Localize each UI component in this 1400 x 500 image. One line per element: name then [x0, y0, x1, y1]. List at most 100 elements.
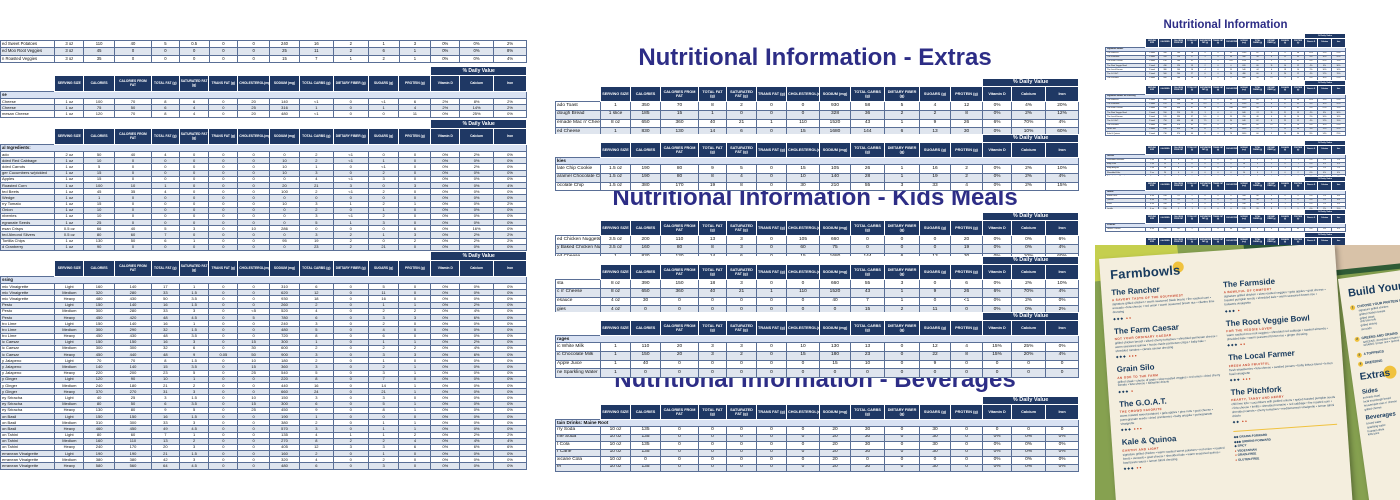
- nutrition-table-mini-b: % Daily Value SERVING SIZE CALORIES CALORIE…: [1104, 80, 1347, 137]
- table-row: Pesto Medium 300 280 33 3 0 <5 520 4 0 2 2 0% 4% 0%: [0, 307, 527, 315]
- table-row: me Soda 10 oz 135 0 0 0 0 0 20 30 0 30 0 0% 0% 0%: [555, 433, 1080, 442]
- table-row: aramel Chocolate Chunk1.5 oz190808401014…: [555, 172, 1080, 183]
- table-row: % Daily Value: [556, 78, 1080, 87]
- sides-block: Sides avocado toast local sourdough bread…: [1361, 382, 1400, 437]
- table-row: ed Moo Root Veggies 3 oz 45 0 0 0 0 0 25 11 2 6 1 0% 0…: [0, 47, 527, 56]
- table-row: ne Sparkling Water 1 0 0 0 0 0 0 0 0 0 0 0 0 0 0: [555, 368, 1080, 379]
- table-row: esan Crisps 0.5 oz 66 40 5 3 0 10 286 0 0 0 6 0% 16% 0%: [0, 225, 527, 233]
- brand-logo: Farmbowls: [1110, 261, 1185, 282]
- table-row: ger Cucumbers w/pickled 1 oz 15 0 0 0 0 0 10 3 0 2 0…: [0, 169, 527, 177]
- table-row: ocolate Chip 1.5 oz 380 170 19 8 0 30 210 55 3 33 4 0…: [555, 181, 1080, 192]
- extras-title: Nutritional Information - Extras: [638, 44, 992, 71]
- table-row: tain Drinks: Maine Root: [554, 419, 1080, 427]
- menu-item: The Pitchfork HEARTY, TANGY AND HERBY ch…: [1230, 382, 1336, 424]
- table-row: ic Caesar Heavy 450 440 48 9 0.05 50 900 3 0 3 3 0% 6%…: [0, 351, 527, 359]
- table-row: ado Toast 1 350 70 8 2 0 0 930 58 5 4 12 0% 4% 20%: [555, 101, 1080, 111]
- table-row: The Rancher 1 bowl 540 160 18 4 0 95 1240 62 9 8 38 1…: [1105, 50, 1347, 56]
- table-row: dded Red Cabbage 1 oz 10 0 0 0 0 0 10 2 <1 1 0 0% 0% 0%: [0, 157, 527, 165]
- table-row: er 10 oz 135 0 0 0 0 0 20 30 0 30 0 0% 0% 0%: [555, 463, 1080, 472]
- table-row: The Local Farmer 1 bowl 380 140 16 4 0 25 540 44 6…: [1105, 67, 1347, 73]
- step-number-icon: 2: [1354, 336, 1360, 342]
- table-row: SERVING SIZE CALORIES CALORIES FROM FAT TOT…: [0, 260, 527, 277]
- table-row: erranean Vinaigrette Light 190 190 21 1.5 0 0 16…: [0, 450, 527, 458]
- mini-title: Nutritional Information: [1163, 19, 1288, 31]
- table-row: % Daily Value: [1, 119, 527, 129]
- table-row: % Daily Value: [556, 396, 1080, 405]
- nutrition-table-extras-main: % Daily Value SERVING SIZE CALORIES CALORIE…: [555, 78, 1080, 138]
- menu-photo: Farmbowls The Rancher A SAVORY TASTE OF …: [1095, 245, 1400, 500]
- table-row: Apple Juice 1 40 0 0 0 0 0 15 10 0 9 0 0 0 0: [555, 359, 1080, 370]
- table-row: ic White Milk 1 110 20 3 3 0 10 130 13 0 12 4 15% 25% 0…: [555, 342, 1080, 352]
- diet-legend: ◆◆ GRAINS-FORWARD ◆◆◆ GREENS-FORWARD ◆ SPI…: [1233, 424, 1340, 463]
- table-row: xicane Cola 10 oz 0 0 0 0 0 0 20 0 0 0 0 0% 0% 0%: [555, 456, 1080, 465]
- table-row: sta 8 oz 390 150 18 3 0 0 660 55 3 0 6 0% 2% 10%: [555, 279, 1080, 289]
- table-row: ed Sweet Potatoes 3 oz 110 40 5 0.5 0 0 240 16 2 1 3…: [0, 39, 527, 49]
- table-row: t Cola 10 oz 135 0 0 0 0 0 20 30 0 30 0 0% 0% 0%: [555, 441, 1080, 450]
- menu-item: The G.O.A.T. THE CROWD FAVORITE warm roa…: [1119, 393, 1225, 432]
- table-row: % Daily Value: [1, 66, 527, 76]
- menu-item: The Farmside A BOWLFUL OF COMFORT signat…: [1223, 274, 1329, 313]
- menu-column-right: The Farmside A BOWLFUL OF COMFORT signat…: [1223, 274, 1340, 470]
- table-row: ed Chicken Nuggets 3.5 oz 200 110 13 3 0 105 660…: [555, 235, 1080, 245]
- table-row: rry Tomato 1 oz 15 0 0 0 0 0 10 3 1 2 1 0% 0% 2%: [0, 200, 527, 208]
- table-row: al Ingredients:: [0, 144, 527, 152]
- table-row: erranean Vinaigrette Heavy 580 560 64 4.5 0 0 48…: [0, 462, 527, 470]
- table-row: SERVING SIZE CALORIES CALORIES FROM FAT TOT…: [1105, 144, 1347, 155]
- table-row: % Daily Value: [1, 251, 527, 261]
- table-row: SERVING SIZE CALORIES CALORIES FROM FAT TOT…: [555, 86, 1080, 102]
- table-row: ssing: [0, 276, 527, 284]
- table-row: % Daily Value: [556, 134, 1080, 143]
- menu-item: Grain Silo AN ODE TO THE FARM grilled st…: [1116, 359, 1223, 394]
- table-row: Pesto Light 150 140 16 1.5 0 0 260 2 0 1 1 0% 2% 0%: [0, 301, 527, 309]
- table-row: egranate Seeds 1 oz 25 0 0 0 0 0 0 5 1 3 0 0% 0% 0%: [0, 219, 527, 227]
- table-row: se: [0, 91, 527, 99]
- table-row: ted Almond Slivers 0.5 oz 80 60 7 0 0 0 0 3 2 1 3 0% 2…: [0, 231, 527, 239]
- table-row: SERVING SIZE CALORIES CALORIES FROM FAT TOT…: [555, 142, 1080, 158]
- table-row: dough Bread 1 slice 185 15 1 0 0 0 328 36 2 2 8 0% 2% 1…: [555, 109, 1080, 120]
- table-row: late Chip Cookie 1.5 oz 190 80 9 5 0 15 105 26 1 16…: [555, 164, 1080, 174]
- table-row: SERVING SIZE CALORIES CALORIES FROM FAT TOT…: [1105, 213, 1347, 224]
- table-row: SERVING SIZE CALORIES CALORIES FROM FAT TOT…: [0, 75, 527, 92]
- table-row: SERVING SIZE CALORIES CALORIES FROM FAT TOT…: [555, 264, 1080, 280]
- nutrition-table-kids-bev: % Daily Value SERVING SIZE CALORIES CALORIE…: [554, 312, 1080, 379]
- table-row: c n' Cheese 8 oz 650 360 40 21 1 110 1520 43 1 9 26 6…: [555, 287, 1080, 298]
- table-row: Grain Silo 1 bowl 810 420 46 11 0 85 1390 70 7 15 36…: [1105, 126, 1347, 133]
- table-row: esauce 4 oz 30 0 0 0 0 0 40 7 1 0 <1 0% 2% 0%: [555, 296, 1080, 307]
- table-row: y Ginger Heavy 370 270 31 3 0 0 660 24 0 21 1 0% 0% 0%: [0, 388, 527, 396]
- menu-item: The Local Farmer FRESH AND FRUITFUL fres…: [1228, 347, 1334, 382]
- build-your-own-heading: Build Your Own: [1347, 276, 1400, 300]
- table-row: mesan Cheese 1 oz 120 70 8 4 0 20 480 <1 0 0 11 0% 25%…: [0, 110, 527, 118]
- table-row: Shredded Kale 2 oz 20 0 0 0 0 0 10 4 2 0 2 0% 4% 4%: [1105, 170, 1347, 176]
- table-row: Apples 1 oz 15 0 0 0 0 0 0 4 <1 3 0 0% 0% 0%: [0, 175, 527, 183]
- table-row: Kale & Quinoa 1 bowl 730 370 40 8 0 70 1090 60 9 14…: [1105, 130, 1347, 137]
- sides-list: avocado toast local sourdough bread housem…: [1363, 392, 1398, 412]
- table-row: on Tahini Medium 160 110 13 2 0 0 270 8 2 2 4 0% 4% 4%: [0, 437, 527, 445]
- menu-item: The Root Veggie Bowl FOR THE VEGGIE LOVE…: [1225, 313, 1332, 347]
- menu-item: The Rancher A SAVORY TASTE OF THE SOUTHW…: [1111, 282, 1217, 321]
- table-row: % Daily Value: [556, 312, 1080, 321]
- extras-heading: Extras: [1359, 365, 1397, 383]
- nutrition-table-beverages: % Daily Value SERVING SIZE CALORIES CALORIE…: [554, 396, 1080, 472]
- table-row: SERVING SIZE CALORIES CALORIES FROM FAT TOT…: [0, 128, 527, 145]
- nutrition-table-left-ingredients: % Daily Value SERVING SIZE CALORIES CALORIE…: [0, 119, 527, 264]
- table-row: SERVING SIZE CALORIES CALORIES FROM FAT TOT…: [1105, 37, 1347, 48]
- table-row: on Basil Medium 310 300 33 3 0 0 380 2 0 1 1 0% 0% 0%: [0, 419, 527, 427]
- menu-left-page: Farmbowls The Rancher A SAVORY TASTE OF …: [1099, 245, 1353, 500]
- nutrition-table-left-intro: ed Sweet Potatoes 3 oz 110 40 5 0.5 0 0 240 16 2 1 3…: [0, 39, 527, 64]
- table-row: r Cane 10 oz 135 0 0 0 0 0 20 30 0 30 0 0% 0% 0%: [555, 448, 1080, 457]
- table-row: rages: [554, 335, 1080, 343]
- table-row: rry Soda 10 oz 135 0 0 0 0 0 20 30 0 30 0 0 0 0: [555, 426, 1080, 435]
- nutrition-table-kids-main: % Daily Value SERVING SIZE CALORIES CALORIE…: [555, 212, 1080, 263]
- nutrition-table-byo-grains: % Daily Value SERVING SIZE CALORIES CALORIE…: [1104, 176, 1347, 216]
- nutrition-table-left-cheese: % Daily Value SERVING SIZE CALORIES CALORIE…: [0, 66, 527, 118]
- table-row: SERVING SIZE CALORIES CALORIES FROM FAT TOT…: [1105, 84, 1347, 95]
- step-number-icon: 3: [1356, 352, 1363, 359]
- menu-column-left: The Rancher A SAVORY TASTE OF THE SOUTHW…: [1111, 282, 1228, 478]
- table-row: SERVING SIZE CALORIES CALORIES FROM FAT TOT…: [1105, 236, 1347, 247]
- table-row: % Daily Value: [556, 212, 1080, 221]
- table-row: on Basil Heavy 460 450 49 4.5 0 0 570 3 0 1 1 0% 0% 0%: [0, 425, 527, 433]
- nutrition-table-left-dressing: % Daily Value SERVING SIZE CALORIES CALORIE…: [0, 251, 527, 470]
